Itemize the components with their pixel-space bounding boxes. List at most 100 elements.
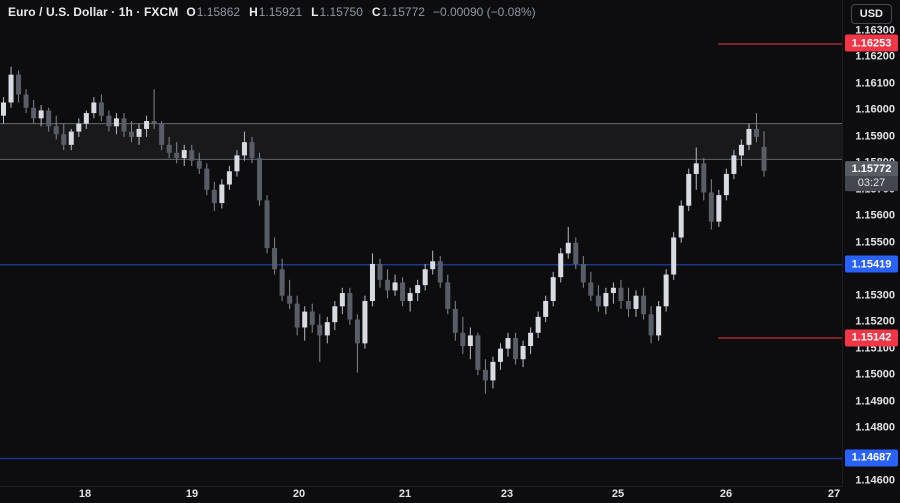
candle-body — [671, 237, 677, 275]
time-axis[interactable]: 18 19 20 21 23 25 26 27 — [0, 486, 900, 503]
ohlc-l: L 1.15750 — [311, 5, 363, 19]
ohlc-o: O 1.15862 — [186, 5, 241, 19]
candle-body — [678, 205, 684, 238]
candle-body — [324, 322, 330, 336]
candle-body — [738, 144, 744, 156]
candle-body — [234, 155, 240, 172]
candle-body — [641, 295, 647, 315]
candle-body — [68, 131, 74, 145]
date-label: 20 — [292, 488, 306, 500]
candle-body — [61, 134, 67, 145]
candle-body — [166, 144, 172, 153]
candle-body — [339, 293, 345, 307]
candle-body — [241, 142, 247, 156]
candle-body — [249, 142, 255, 159]
candle-body — [264, 200, 270, 249]
currency-button[interactable]: USD — [850, 4, 892, 24]
price-tick: 1.15500 — [855, 236, 895, 249]
candle-body — [701, 163, 707, 193]
candle-body — [219, 184, 225, 204]
candle-body — [430, 261, 436, 270]
current-price-label: 1.15772 03:27 — [845, 160, 898, 191]
date-label: 26 — [719, 488, 733, 500]
price-tick: 1.14900 — [855, 395, 895, 408]
candle-body — [211, 189, 217, 204]
candle-body — [98, 102, 104, 116]
price-tick: 1.14800 — [855, 421, 895, 434]
price-tick: 1.16300 — [855, 24, 895, 37]
candle-body — [565, 242, 571, 254]
candle-body — [467, 335, 473, 346]
price-tick: 1.15600 — [855, 209, 895, 222]
price-tick: 1.16100 — [855, 77, 895, 90]
candle-body — [656, 306, 662, 336]
candle-body — [16, 74, 22, 95]
candle-body — [422, 269, 428, 286]
candle-body — [452, 308, 458, 333]
candle-body — [8, 74, 14, 103]
candle-body — [573, 242, 579, 264]
candle-body — [505, 338, 511, 349]
price-axis[interactable]: 1.15772 03:27 1.16300 1.16200 1.16100 1.160… — [842, 0, 900, 487]
candle-body — [144, 121, 150, 129]
candle-body — [46, 110, 52, 127]
candle-body — [196, 160, 202, 169]
candle-body — [475, 335, 481, 370]
date-label: 27 — [827, 488, 841, 500]
candle-body — [407, 293, 413, 301]
candle-body — [189, 150, 195, 161]
ohlc-values: O 1.15862 H 1.15921 L 1.15750 C 1.15772 — [186, 5, 425, 19]
candle-body — [460, 332, 466, 346]
price-tick: 1.16200 — [855, 50, 895, 63]
level-label-support: 1.15142 — [845, 329, 898, 347]
candle-body — [400, 282, 406, 301]
candle-body — [31, 107, 37, 119]
candle-body — [385, 279, 391, 291]
candle-body — [716, 195, 722, 222]
candle-body — [625, 301, 631, 309]
candle-body — [354, 319, 360, 344]
candle-body — [588, 282, 594, 296]
candle-body — [377, 263, 383, 280]
candle-body — [38, 110, 44, 119]
candle-body — [528, 332, 534, 346]
candle-body — [309, 311, 315, 325]
candle-body — [272, 248, 278, 270]
price-tick: 1.15300 — [855, 289, 895, 302]
date-label: 25 — [611, 488, 625, 500]
candle-body — [1, 102, 6, 116]
candle-body — [603, 293, 609, 307]
current-price-value: 1.15772 — [845, 160, 898, 176]
candle-body — [129, 131, 135, 137]
candle-body — [136, 128, 142, 137]
ohlc-h: H 1.15921 — [249, 5, 303, 19]
level-label-alert: 1.14687 — [845, 449, 898, 467]
candle-body — [181, 150, 187, 159]
candle-body — [83, 113, 89, 124]
candle-body — [618, 287, 624, 301]
candle-body — [332, 306, 338, 323]
symbol-title[interactable]: Euro / U.S. Dollar · 1h · FXCM — [8, 5, 179, 19]
price-tick: 1.15200 — [855, 315, 895, 328]
candle-body — [174, 152, 180, 159]
date-label: 18 — [78, 488, 92, 500]
candle-body — [686, 173, 692, 206]
candle-body — [482, 369, 488, 381]
ohlc-c: C 1.15772 — [371, 5, 425, 19]
candle-body — [580, 263, 586, 283]
date-label: 23 — [500, 488, 514, 500]
candle-body — [633, 295, 639, 309]
candle-body — [91, 102, 97, 114]
candle-body — [121, 118, 127, 132]
date-label: 19 — [185, 488, 199, 500]
candle-body — [610, 287, 616, 294]
candlestick-chart[interactable] — [0, 0, 843, 487]
candle-body — [723, 173, 729, 196]
candle-body — [437, 261, 443, 283]
candle-body — [151, 121, 157, 124]
candle-body — [490, 361, 496, 381]
candle-body — [226, 171, 232, 185]
candle-body — [746, 128, 752, 145]
candle-body — [693, 163, 699, 174]
